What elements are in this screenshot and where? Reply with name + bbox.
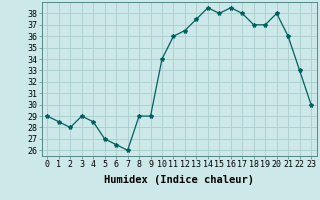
X-axis label: Humidex (Indice chaleur): Humidex (Indice chaleur) <box>104 175 254 185</box>
